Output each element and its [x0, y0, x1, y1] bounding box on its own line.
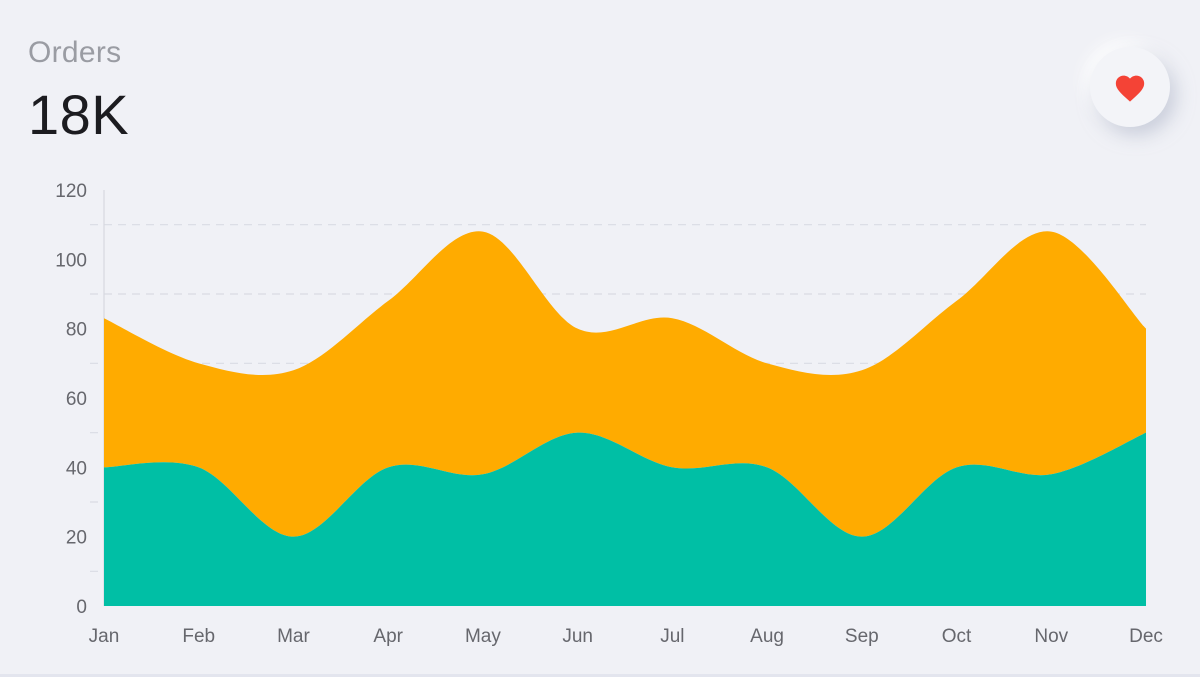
x-tick-label: Feb	[182, 626, 215, 647]
y-tick-label: 100	[55, 250, 87, 271]
x-tick-label: Jul	[660, 626, 684, 647]
card-bottom-edge	[0, 674, 1200, 677]
card-title: Orders	[28, 36, 122, 69]
orders-total-value: 18K	[28, 83, 130, 146]
favorite-button[interactable]	[1090, 47, 1170, 127]
x-tick-label: Jun	[562, 626, 593, 647]
x-tick-label: Jan	[89, 626, 120, 647]
x-tick-label: Sep	[845, 626, 879, 647]
x-tick-label: Oct	[942, 626, 972, 647]
x-tick-label: Apr	[373, 626, 403, 647]
heart-icon	[1115, 75, 1145, 102]
series-2-area	[104, 231, 1146, 537]
x-tick-label: May	[465, 626, 501, 647]
y-tick-label: 20	[66, 528, 87, 549]
x-tick-label: Dec	[1129, 626, 1163, 647]
series-1-area	[104, 432, 1146, 606]
y-tick-label: 80	[66, 320, 87, 341]
y-tick-label: 60	[66, 389, 87, 410]
x-tick-label: Mar	[277, 626, 310, 647]
y-tick-label: 40	[66, 458, 87, 479]
y-tick-label: 0	[76, 597, 87, 618]
x-tick-label: Aug	[750, 626, 784, 647]
x-tick-label: Nov	[1034, 626, 1068, 647]
y-tick-label: 120	[55, 181, 87, 202]
